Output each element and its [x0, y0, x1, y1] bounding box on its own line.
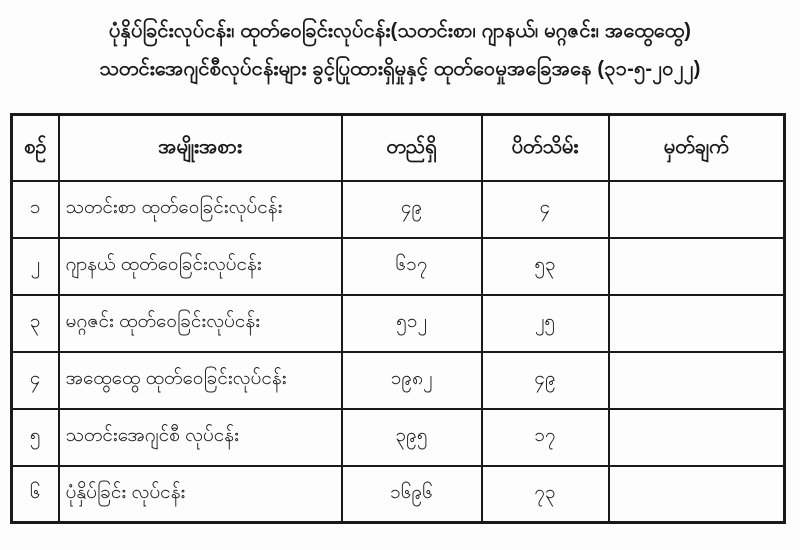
- cell-existing: ၆၁၇: [340, 236, 483, 296]
- cell-serial: ၃: [10, 293, 60, 353]
- header-category: အမျိုးအစား: [57, 113, 343, 182]
- cell-existing: ၄၉: [340, 179, 483, 239]
- table-row: ၂ ဂျာနယ် ထုတ်ဝေခြင်းလုပ်ငန်း ၆၁၇ ၅၃: [10, 236, 786, 296]
- cell-serial: ၄: [10, 350, 60, 410]
- table-row: ၃ မဂ္ဂဇင်း ထုတ်ဝေခြင်းလုပ်ငန်း ၅၁၂ ၂၅: [10, 293, 786, 353]
- cell-remark: [607, 407, 786, 467]
- cell-serial: ၁: [10, 179, 60, 239]
- header-remark: မှတ်ချက်: [607, 113, 786, 182]
- cell-closed: ၁၇: [480, 407, 610, 467]
- cell-closed: ၄၉: [480, 350, 610, 410]
- table-row: ၁ သတင်းစာ ထုတ်ဝေခြင်းလုပ်ငန်း ၄၉ ၄: [10, 179, 786, 239]
- title-line-1: ပုံနှိပ်ခြင်းလုပ်ငန်း၊ ထုတ်ဝေခြင်းလုပ်ငန…: [108, 20, 692, 42]
- cell-category: မဂ္ဂဇင်း ထုတ်ဝေခြင်းလုပ်ငန်း: [57, 293, 343, 353]
- table-row: ၄ အထွေထွေ ထုတ်ဝေခြင်းလုပ်ငန်း ၁၉၈၂ ၄၉: [10, 350, 786, 410]
- table-row: ၅ သတင်းအေဂျင်စီ လုပ်ငန်း ၃၉၅ ၁၇: [10, 407, 786, 467]
- cell-remark: [607, 179, 786, 239]
- cell-closed: ၂၅: [480, 293, 610, 353]
- header-serial: စဉ်: [10, 113, 60, 182]
- publishing-statistics-table: စဉ် အမျိုးအစား တည်ရှိ ပိတ်သိမ်း မှတ်ချက်…: [10, 113, 786, 524]
- title-line-2: သတင်းအေဂျင်စီလုပ်ငန်းများ ခွင့်ပြုထားရှိ…: [99, 58, 701, 80]
- cell-serial: ၆: [10, 464, 60, 524]
- cell-category: သတင်းအေဂျင်စီ လုပ်ငန်း: [57, 407, 343, 467]
- document-title: ပုံနှိပ်ခြင်းလုပ်ငန်း၊ ထုတ်ဝေခြင်းလုပ်ငန…: [0, 0, 800, 88]
- cell-remark: [607, 236, 786, 296]
- cell-remark: [607, 293, 786, 353]
- cell-closed: ၅၃: [480, 236, 610, 296]
- header-existing: တည်ရှိ: [340, 113, 483, 182]
- cell-category: ပုံနှိပ်ခြင်း လုပ်ငန်း: [57, 464, 343, 524]
- cell-existing: ၁၉၈၂: [340, 350, 483, 410]
- cell-existing: ၁၆၉၆: [340, 464, 483, 524]
- cell-closed: ၄: [480, 179, 610, 239]
- table-row: ၆ ပုံနှိပ်ခြင်း လုပ်ငန်း ၁၆၉၆ ၇၃: [10, 464, 786, 524]
- cell-serial: ၅: [10, 407, 60, 467]
- cell-existing: ၃၉၅: [340, 407, 483, 467]
- cell-category: ဂျာနယ် ထုတ်ဝေခြင်းလုပ်ငန်း: [57, 236, 343, 296]
- cell-remark: [607, 464, 786, 524]
- table-header-row: စဉ် အမျိုးအစား တည်ရှိ ပိတ်သိမ်း မှတ်ချက်: [10, 113, 786, 182]
- cell-category: သတင်းစာ ထုတ်ဝေခြင်းလုပ်ငန်း: [57, 179, 343, 239]
- cell-category: အထွေထွေ ထုတ်ဝေခြင်းလုပ်ငန်း: [57, 350, 343, 410]
- cell-closed: ၇၃: [480, 464, 610, 524]
- cell-existing: ၅၁၂: [340, 293, 483, 353]
- header-closed: ပိတ်သိမ်း: [480, 113, 610, 182]
- cell-remark: [607, 350, 786, 410]
- cell-serial: ၂: [10, 236, 60, 296]
